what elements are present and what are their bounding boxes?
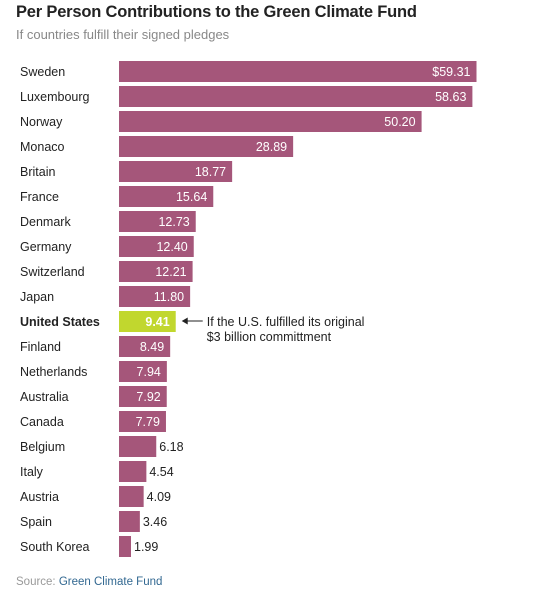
- annotation-line-2: $3 billion committment: [207, 330, 332, 344]
- category-label: Germany: [20, 240, 72, 254]
- source-label: Source:: [16, 576, 56, 588]
- category-label: Finland: [20, 340, 61, 354]
- value-label: 8.49: [140, 340, 164, 354]
- value-label: 12.73: [158, 215, 189, 229]
- bar: [119, 536, 131, 557]
- value-label: 11.80: [154, 290, 184, 304]
- category-label: South Korea: [20, 540, 90, 554]
- bar: [119, 311, 176, 332]
- category-label: Monaco: [20, 140, 65, 154]
- value-label: 50.20: [384, 115, 415, 129]
- category-label: Luxembourg: [20, 90, 90, 104]
- annotation-line-1: If the U.S. fulfilled its original: [207, 315, 365, 329]
- value-label: 9.41: [145, 315, 169, 329]
- category-label: Belgium: [20, 440, 65, 454]
- bar: [119, 386, 167, 407]
- bar: [119, 211, 196, 232]
- bar: [119, 61, 477, 82]
- category-label: France: [20, 190, 59, 204]
- category-label: Netherlands: [20, 365, 87, 379]
- category-label: Norway: [20, 115, 63, 129]
- bar-chart: Sweden $59.31 Luxembourg 58.63 Norway 50.20 Mo…: [20, 61, 477, 557]
- category-label: Austria: [20, 490, 59, 504]
- bar: [119, 111, 422, 132]
- value-label: 28.89: [256, 140, 287, 154]
- value-label: 12.21: [155, 265, 186, 279]
- value-label: 6.18: [159, 440, 183, 454]
- category-label: Switzerland: [20, 265, 85, 279]
- value-label: 4.09: [147, 490, 171, 504]
- category-label: Canada: [20, 415, 64, 429]
- category-label: Denmark: [20, 215, 71, 229]
- category-label: Britain: [20, 165, 55, 179]
- category-label: Sweden: [20, 65, 65, 79]
- value-label: 1.99: [134, 540, 158, 554]
- bar: [119, 86, 473, 107]
- value-label: 12.40: [156, 240, 187, 254]
- category-label: Spain: [20, 515, 52, 529]
- bar: [119, 186, 214, 207]
- bar: [119, 161, 233, 182]
- value-label: 4.54: [149, 465, 173, 479]
- annotation-arrow-head: [181, 317, 188, 325]
- bar: [119, 361, 167, 382]
- category-label: Australia: [20, 390, 69, 404]
- value-label: 7.92: [136, 390, 160, 404]
- bar: [119, 136, 294, 157]
- bar: [119, 411, 166, 432]
- value-label: 3.46: [143, 515, 167, 529]
- chart-title: Per Person Contributions to the Green Cl…: [16, 3, 417, 21]
- value-label: 15.64: [176, 190, 207, 204]
- bar: [119, 336, 171, 357]
- category-label: Italy: [20, 465, 44, 479]
- value-label: 7.94: [137, 365, 161, 379]
- value-label: 58.63: [435, 90, 466, 104]
- category-label: Japan: [20, 290, 54, 304]
- bar: [119, 436, 157, 457]
- bar: [119, 286, 191, 307]
- bar: [119, 511, 140, 532]
- bar: [119, 261, 193, 282]
- value-label: 7.79: [136, 415, 160, 429]
- bar: [119, 236, 194, 257]
- value-label: $59.31: [432, 65, 470, 79]
- source-note: Source: Green Climate Fund: [16, 576, 162, 588]
- bar: [119, 461, 147, 482]
- category-label: United States: [20, 315, 100, 329]
- bar: [119, 486, 144, 507]
- source-link[interactable]: Green Climate Fund: [58, 576, 163, 588]
- value-label: 18.77: [195, 165, 226, 179]
- chart-subtitle: If countries fulfill their signed pledge…: [16, 27, 230, 42]
